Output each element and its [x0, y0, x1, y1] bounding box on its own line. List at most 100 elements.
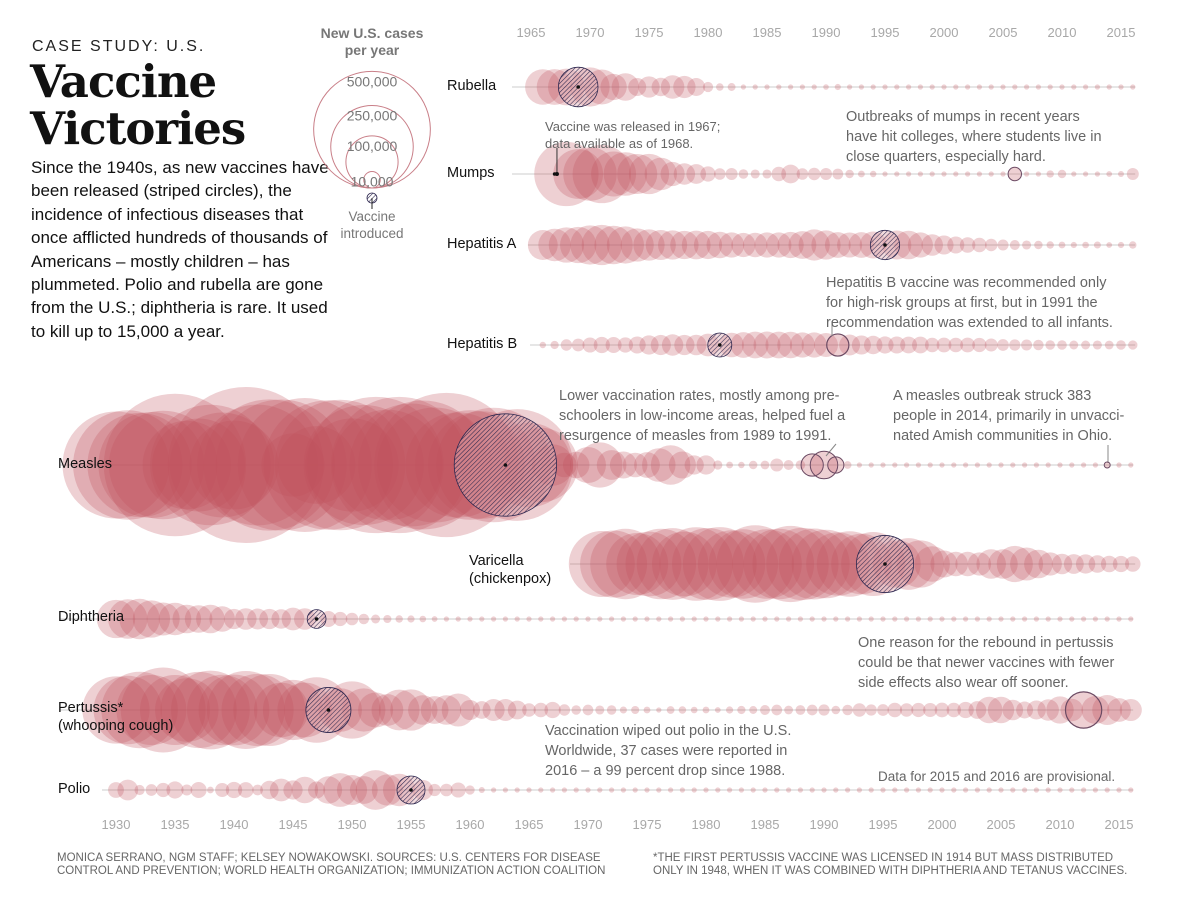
case-bubble	[788, 84, 794, 90]
case-bubble	[606, 226, 644, 264]
case-bubble	[538, 616, 544, 622]
case-bubble	[1009, 339, 1021, 351]
case-bubble	[169, 412, 275, 518]
case-bubble	[1069, 340, 1079, 350]
case-bubble	[1128, 787, 1134, 793]
top-axis-tick-label: 2000	[930, 25, 959, 40]
case-bubble	[1071, 171, 1077, 177]
case-bubble	[563, 147, 617, 201]
case-bubble	[591, 151, 637, 197]
case-bubble	[727, 616, 733, 622]
case-bubble	[333, 611, 348, 627]
case-bubble	[1125, 556, 1141, 572]
case-bubble	[656, 787, 662, 793]
top-axis-tick-label: 1975	[635, 25, 664, 40]
case-bubble	[358, 692, 394, 728]
case-bubble	[383, 614, 392, 624]
case-bubble	[1104, 787, 1110, 793]
case-bubble	[561, 616, 568, 622]
case-bubble	[880, 462, 886, 468]
case-bubble	[253, 682, 309, 738]
case-bubble	[762, 787, 768, 793]
vaccine-dot	[503, 463, 508, 467]
case-bubble	[187, 674, 258, 746]
case-bubble	[685, 334, 707, 356]
case-bubble	[603, 152, 648, 196]
case-bubble	[116, 675, 187, 745]
intro-text: Since the 1940s, as new vaccines have be…	[31, 158, 329, 341]
case-bubble	[914, 546, 950, 582]
case-bubble	[868, 462, 874, 468]
case-bubble	[738, 787, 745, 793]
case-bubble	[1116, 340, 1126, 350]
case-bubble	[882, 171, 888, 177]
case-bubble	[837, 232, 863, 258]
case-bubble	[1104, 340, 1114, 350]
case-bubble	[620, 228, 654, 262]
case-bubble	[639, 335, 659, 355]
legend-vaccine-label: Vaccine	[348, 209, 395, 224]
case-bubble	[1106, 242, 1113, 248]
case-bubble	[951, 462, 957, 468]
case-bubble	[697, 530, 766, 598]
annotation-provisional: Data for 2015 and 2016 are provisional.	[878, 769, 1116, 784]
case-bubble	[632, 787, 638, 793]
case-bubble	[660, 75, 685, 99]
case-bubble	[912, 336, 929, 354]
annotation-line: Lower vaccination rates, mostly among pr…	[559, 388, 840, 404]
case-bubble	[976, 84, 983, 90]
case-bubble	[303, 404, 424, 526]
case-bubble	[117, 779, 139, 801]
case-bubble	[1046, 170, 1054, 178]
case-bubble	[738, 461, 745, 469]
case-bubble	[1057, 169, 1067, 179]
credit-line: CONTROL AND PREVENTION; WORLD HEALTH ORG…	[57, 865, 606, 877]
case-bubble	[533, 702, 549, 718]
case-bubble	[1057, 340, 1067, 350]
case-bubble	[1083, 171, 1089, 177]
case-bubble	[622, 452, 648, 478]
case-bubble	[408, 695, 438, 725]
bottom-axis-tick-label: 1990	[810, 817, 839, 832]
case-bubble	[784, 705, 793, 715]
annotation-pertussis: One reason for the rebound in pertussis …	[858, 633, 1114, 693]
case-bubble	[771, 704, 783, 716]
case-bubble	[342, 688, 386, 732]
case-bubble	[371, 614, 381, 624]
case-bubble	[1083, 84, 1089, 90]
case-bubble	[827, 456, 844, 474]
case-bubble	[996, 545, 1033, 583]
case-bubble	[821, 787, 827, 793]
case-bubble	[371, 694, 404, 726]
case-bubble	[252, 784, 263, 796]
mumps-2006-outline	[1007, 166, 1022, 182]
case-bubble	[1117, 241, 1125, 249]
case-bubble	[419, 615, 427, 623]
measles-2014-outline	[1103, 461, 1111, 469]
case-bubble	[915, 787, 922, 793]
case-bubble	[206, 671, 285, 749]
case-bubble	[726, 461, 733, 469]
case-bubble	[582, 337, 598, 353]
case-bubble	[997, 239, 1009, 251]
case-bubble	[522, 703, 536, 717]
top-axis-tick-label: 2015	[1107, 25, 1136, 40]
case-bubble	[1035, 84, 1041, 90]
case-bubble	[631, 705, 640, 715]
annotation-leaders	[554, 148, 1111, 480]
case-bubble	[848, 232, 875, 258]
case-bubble	[134, 784, 145, 796]
case-bubble	[1010, 787, 1016, 793]
case-bubble	[552, 452, 577, 478]
case-bubble	[965, 84, 971, 90]
case-bubble	[1034, 240, 1043, 250]
vaccine-dot	[326, 708, 331, 712]
case-bubble	[606, 533, 669, 595]
case-bubble	[917, 171, 924, 177]
case-bubble	[269, 778, 293, 802]
series-label: Mumps	[447, 165, 495, 181]
case-bubble	[1045, 787, 1051, 793]
case-bubble	[984, 238, 998, 252]
case-bubble	[1022, 787, 1028, 793]
footnote-text: *THE FIRST PERTUSSIS VACCINE WAS LICENSE…	[653, 852, 1127, 878]
